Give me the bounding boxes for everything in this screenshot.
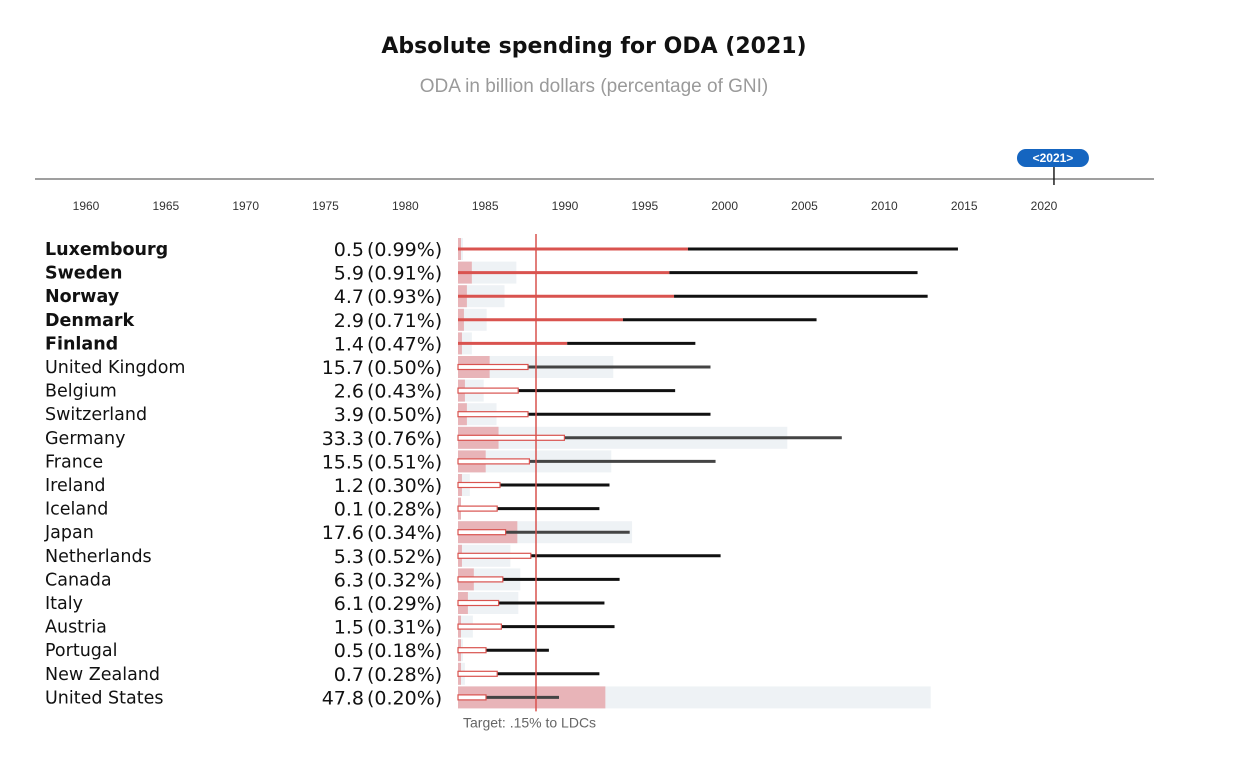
gni-percent-label: (0.71%): [367, 310, 442, 332]
gni-ldc-outline[interactable]: [457, 505, 498, 512]
timeline-tick-label: 1975: [312, 199, 339, 213]
oda-value-label: 17.6: [322, 522, 364, 544]
country-label: France: [45, 452, 103, 472]
oda-value-label: 15.5: [322, 451, 364, 473]
gni-percent-label: (0.51%): [367, 451, 442, 473]
gni-ldc-outline[interactable]: [457, 623, 503, 630]
gni-ldc-outline[interactable]: [457, 599, 500, 607]
gni-percent-label: (0.20%): [367, 687, 442, 709]
gni-percent-label: (0.43%): [367, 381, 442, 403]
timeline-tick-label: 2015: [951, 199, 978, 213]
country-label: Portugal: [45, 641, 117, 661]
oda-value-label: 1.5: [334, 617, 364, 639]
country-label: Denmark: [45, 311, 135, 331]
oda-value-label: 2.9: [334, 310, 364, 332]
country-label: Netherlands: [45, 547, 152, 567]
timeline-tick-label: 2005: [791, 199, 818, 213]
gni-percent-label: (0.18%): [367, 640, 442, 662]
gni-ldc-outline[interactable]: [457, 529, 507, 536]
chart-title: Absolute spending for ODA (2021): [381, 34, 807, 59]
gni-ldc-outline[interactable]: [457, 434, 566, 441]
oda-value-label: 2.6: [334, 381, 364, 403]
timeline-tick-label: 1995: [631, 199, 658, 213]
country-label: Switzerland: [45, 405, 147, 425]
oda-value-label: 6.1: [334, 593, 364, 615]
gni-ldc-outline[interactable]: [457, 694, 487, 701]
country-label: United States: [45, 688, 164, 708]
country-label: Finland: [45, 334, 118, 354]
gni-percent-label: (0.50%): [367, 357, 442, 379]
country-label: Japan: [44, 523, 94, 543]
gni-ldc-outline[interactable]: [457, 411, 529, 418]
oda-value-label: 1.2: [334, 475, 364, 497]
gni-percent-label: (0.29%): [367, 593, 442, 615]
oda-value-label: 0.7: [334, 664, 364, 686]
gni-percent-label: (0.47%): [367, 333, 442, 355]
gni-ldc-outline[interactable]: [457, 387, 519, 394]
gni-ldc-outline[interactable]: [457, 576, 504, 583]
timeline-tick-label: 1980: [392, 199, 419, 213]
country-label: Belgium: [45, 382, 117, 402]
country-label: Sweden: [45, 264, 123, 284]
timeline-tick-label: 1960: [73, 199, 100, 213]
timeline-tick-label: 2000: [711, 199, 738, 213]
gni-ldc-outline[interactable]: [457, 363, 529, 371]
chart-subtitle: ODA in billion dollars (percentage of GN…: [419, 76, 769, 97]
oda-value-label: 0.5: [334, 640, 364, 662]
gni-percent-label: (0.76%): [367, 428, 442, 450]
gni-percent-label: (0.52%): [367, 546, 442, 568]
gni-percent-label: (0.31%): [367, 617, 442, 639]
country-label: Austria: [45, 618, 107, 638]
oda-value-label: 33.3: [322, 428, 364, 450]
timeline-tick-label: 1985: [472, 199, 499, 213]
gni-ldc-outline[interactable]: [457, 552, 532, 559]
gni-percent-label: (0.93%): [367, 286, 442, 308]
gni-percent-label: (0.28%): [367, 499, 442, 521]
gni-ldc-outline[interactable]: [457, 670, 498, 677]
gni-ldc-outline[interactable]: [457, 458, 531, 465]
country-label: United Kingdom: [45, 358, 185, 378]
gni-percent-label: (0.34%): [367, 522, 442, 544]
oda-value-label: 0.5: [334, 239, 364, 261]
gni-percent-label: (0.28%): [367, 664, 442, 686]
timeline-tick-label: 1965: [152, 199, 179, 213]
gni-percent-label: (0.91%): [367, 263, 442, 285]
country-label: Ireland: [45, 476, 106, 496]
timeline-tick-label: 2020: [1031, 199, 1058, 213]
country-label: Italy: [45, 594, 83, 614]
oda-value-label: 15.7: [322, 357, 364, 379]
gni-ldc-outline[interactable]: [457, 647, 487, 654]
year-selector-badge[interactable]: [1016, 149, 1089, 167]
oda-value-label: 3.9: [334, 404, 364, 426]
country-label: Norway: [45, 287, 120, 307]
gni-ldc-outline[interactable]: [457, 481, 501, 489]
oda-value-label: 0.1: [334, 499, 364, 521]
timeline-tick-label: 2010: [871, 199, 898, 213]
timeline-tick-label: 1970: [232, 199, 259, 213]
oda-value-label: 47.8: [322, 687, 364, 709]
year-selector-label[interactable]: <2021>: [1033, 151, 1074, 165]
gni-percent-label: (0.99%): [367, 239, 442, 261]
country-label: Canada: [45, 570, 112, 590]
target-label: Target: .15% to LDCs: [463, 714, 596, 730]
gni-percent-label: (0.30%): [367, 475, 442, 497]
country-label: New Zealand: [45, 665, 160, 685]
oda-value-label: 6.3: [334, 569, 364, 591]
timeline-tick-label: 1990: [552, 199, 579, 213]
gni-percent-label: (0.32%): [367, 569, 442, 591]
country-label: Germany: [45, 429, 125, 449]
oda-value-label: 1.4: [334, 333, 364, 355]
country-label: Luxembourg: [45, 240, 168, 260]
oda-value-label: 5.9: [334, 263, 364, 285]
oda-value-label: 5.3: [334, 546, 364, 568]
gni-percent-label: (0.50%): [367, 404, 442, 426]
country-label: Iceland: [45, 500, 108, 520]
oda-value-label: 4.7: [334, 286, 364, 308]
